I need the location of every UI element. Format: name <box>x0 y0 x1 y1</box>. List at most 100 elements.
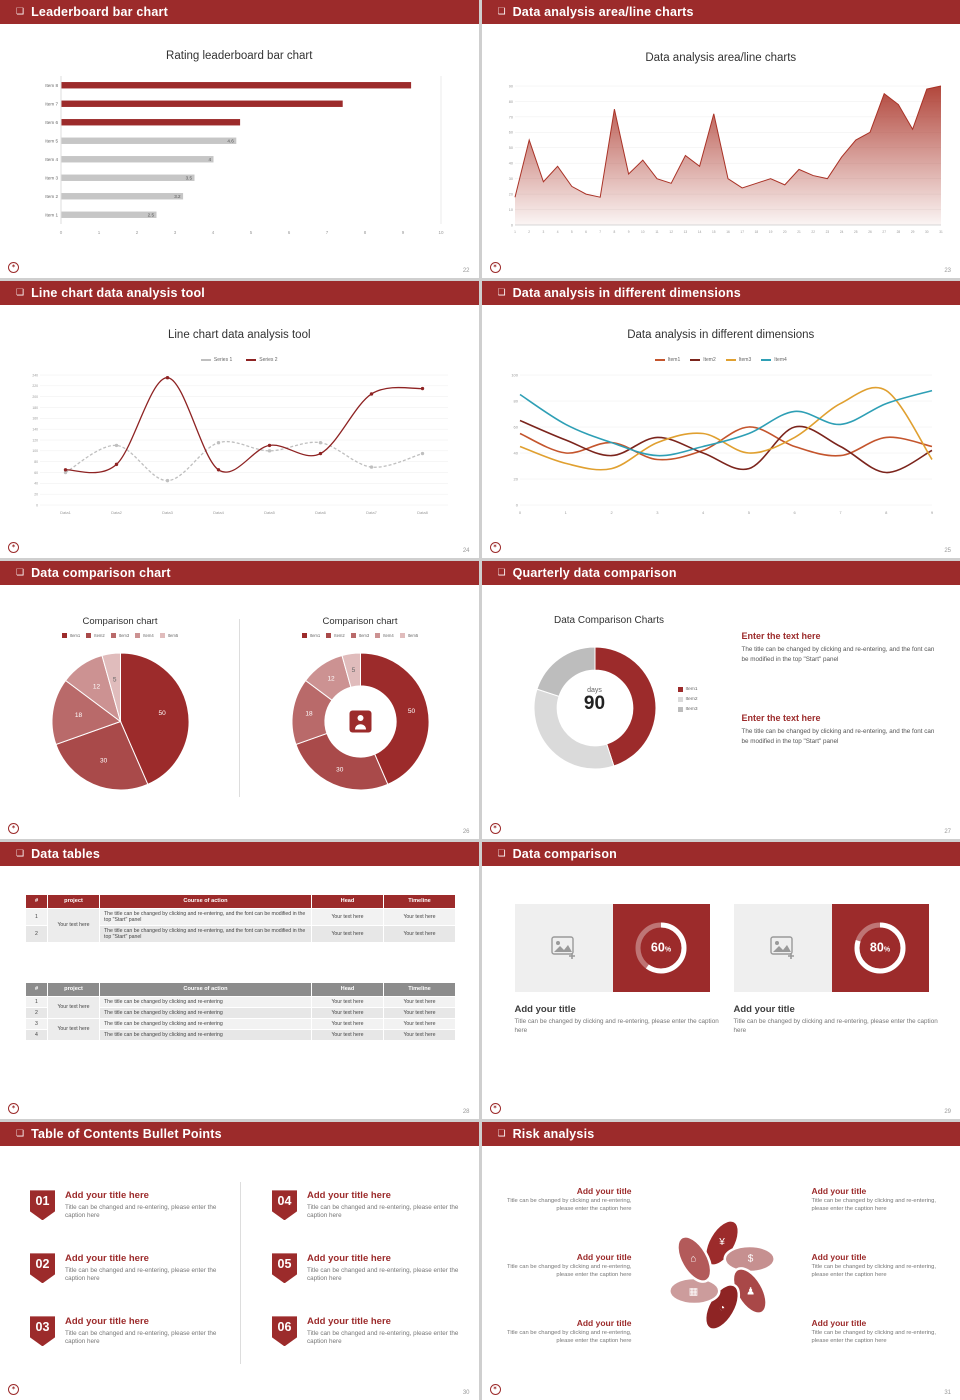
chart-title: Line chart data analysis tool <box>167 328 311 341</box>
svg-text:Item 5: Item 5 <box>45 139 58 144</box>
table-cell: Your text here <box>311 1017 384 1030</box>
risk-title: Add your title <box>576 1318 632 1329</box>
legend-item: Item5 <box>159 633 179 639</box>
svg-text:3.2: 3.2 <box>174 194 181 199</box>
svg-text:25: 25 <box>854 230 858 234</box>
svg-text:5: 5 <box>113 677 117 684</box>
svg-text:22: 22 <box>811 230 815 234</box>
svg-text:80: 80 <box>513 398 518 403</box>
table-row: 1 Your text here The title can be change… <box>25 995 456 1019</box>
progress-percent-sign: % <box>883 946 891 954</box>
svg-text:4.6: 4.6 <box>227 139 234 144</box>
table-cell: 1 <box>25 995 48 1008</box>
svg-text:Data2: Data2 <box>111 510 122 515</box>
svg-text:1: 1 <box>98 230 101 235</box>
legend-label: Item5 <box>167 633 179 639</box>
slide-data-comparison-cards[interactable]: ❏ Data comparison 60% Add your title Tit… <box>481 841 960 1120</box>
svg-text:1: 1 <box>514 230 516 234</box>
donut-center-unit: days <box>587 687 602 695</box>
slide-area-line-charts[interactable]: ❏ Data analysis area/line charts Data an… <box>481 0 960 278</box>
svg-text:0: 0 <box>36 503 38 507</box>
slide-page-number: 26 <box>462 828 470 835</box>
progress-ring-panel: 60% <box>612 903 710 992</box>
slide-header-title: Quarterly data comparison <box>512 566 677 581</box>
legend-item: Series 1 <box>200 357 232 363</box>
risk-caption: Title can be changed by clicking and re-… <box>507 1198 632 1213</box>
legend-item: Item1 <box>301 633 320 639</box>
toc-title: Add your title here <box>307 1253 391 1265</box>
svg-text:20: 20 <box>513 476 518 481</box>
svg-text:20: 20 <box>783 230 787 234</box>
donut-center-value: 90 <box>583 693 606 715</box>
slide-risk-analysis[interactable]: ❏ Risk analysis ¥ $ ♟ ◔ ▦ ⌂ Add your title Ti… <box>481 1122 960 1400</box>
slide-line-chart-tool[interactable]: ❏ Line chart data analysis tool Line cha… <box>0 280 479 559</box>
svg-text:40: 40 <box>34 481 38 485</box>
donut-legend: Item1 Item2 Item3 Item4 Item5 <box>250 633 470 639</box>
svg-text:3: 3 <box>542 230 544 234</box>
svg-text:6: 6 <box>585 230 587 234</box>
legend-swatch <box>200 358 211 361</box>
brand-logo-icon: ✶ <box>489 261 501 273</box>
svg-text:50: 50 <box>408 708 416 715</box>
svg-text:3: 3 <box>174 230 177 235</box>
slide-header-title: Leaderboard bar chart <box>31 5 168 19</box>
svg-text:7: 7 <box>326 230 329 235</box>
svg-text:4: 4 <box>556 230 558 234</box>
card-title: Add your title <box>514 1003 576 1015</box>
toc-item: 01 Add your title here Title can be chan… <box>30 1190 225 1221</box>
toc-number-badge: 04 <box>272 1190 297 1221</box>
text-block-body: The title can be changed by clicking and… <box>741 646 935 663</box>
slide-dimensions-analysis[interactable]: ❏ Data analysis in different dimensions … <box>481 280 960 559</box>
progress-percent-sign: % <box>664 946 672 954</box>
svg-text:80: 80 <box>508 100 512 104</box>
legend-item: Item2 <box>86 633 105 639</box>
svg-text:Item 3: Item 3 <box>45 176 58 181</box>
progress-number: 60 <box>650 940 665 955</box>
legend-item: Item4 <box>135 633 154 639</box>
svg-text:220: 220 <box>32 384 38 388</box>
risk-title: Add your title <box>576 1186 632 1197</box>
svg-text:0: 0 <box>518 510 521 515</box>
text-block-body: The title can be changed by clicking and… <box>741 728 935 745</box>
slide-page-number: 23 <box>944 267 951 274</box>
progress-card: 80% <box>733 903 929 992</box>
svg-text:Data8: Data8 <box>417 510 428 515</box>
toc-caption: Title can be changed and re-entering, pl… <box>65 1203 217 1220</box>
svg-text:80: 80 <box>34 460 38 464</box>
header-square-icon: ❏ <box>16 567 25 578</box>
legend-label: Item3 <box>358 633 370 639</box>
svg-text:▦: ▦ <box>688 1287 697 1298</box>
table-row: 4 The title can be changed by clicking a… <box>25 1028 456 1041</box>
slide-quarterly-comparison[interactable]: ❏ Quarterly data comparison Data Compari… <box>481 561 960 839</box>
svg-text:Item 7: Item 7 <box>45 102 58 107</box>
legend-label: Item1 <box>685 687 698 693</box>
svg-text:12: 12 <box>93 684 101 691</box>
slide-toc-bullet-points[interactable]: ❏ Table of Contents Bullet Points 01 Add… <box>0 1122 479 1400</box>
slide-data-comparison-chart[interactable]: ❏ Data comparison chart Comparison chart… <box>0 561 479 839</box>
svg-text:Data1: Data1 <box>60 510 71 515</box>
legend-swatch <box>375 633 381 639</box>
brand-logo-icon: ✶ <box>489 1103 501 1115</box>
slide-header-title: Data analysis area/line charts <box>512 5 694 19</box>
svg-text:18: 18 <box>305 711 313 718</box>
legend-label: Item2 <box>685 697 698 703</box>
header-square-icon: ❏ <box>16 1128 25 1139</box>
legend-item: Item4 <box>375 633 394 639</box>
legend-swatch <box>326 633 332 639</box>
svg-text:9: 9 <box>402 230 405 235</box>
legend-swatch <box>135 633 141 639</box>
legend-swatch <box>654 358 665 361</box>
table-header-cell: Timeline <box>383 893 456 909</box>
slide-leaderboard-bar-chart[interactable]: ❏ Leaderboard bar chart Rating leaderboa… <box>0 0 479 278</box>
svg-text:Data6: Data6 <box>315 510 326 515</box>
legend-label: Item2 <box>94 633 105 639</box>
risk-title: Add your title <box>811 1252 867 1263</box>
svg-text:240: 240 <box>32 373 38 377</box>
table-cell: Your text here <box>311 1028 384 1041</box>
svg-text:120: 120 <box>32 438 38 442</box>
toc-item: 05 Add your title here Title can be chan… <box>272 1253 467 1284</box>
svg-text:28: 28 <box>896 230 900 234</box>
toc-caption: Title can be changed and re-entering, pl… <box>307 1203 459 1220</box>
progress-value: 60% <box>613 941 710 955</box>
slide-data-tables[interactable]: ❏ Data tables # project Course of action… <box>0 841 479 1120</box>
